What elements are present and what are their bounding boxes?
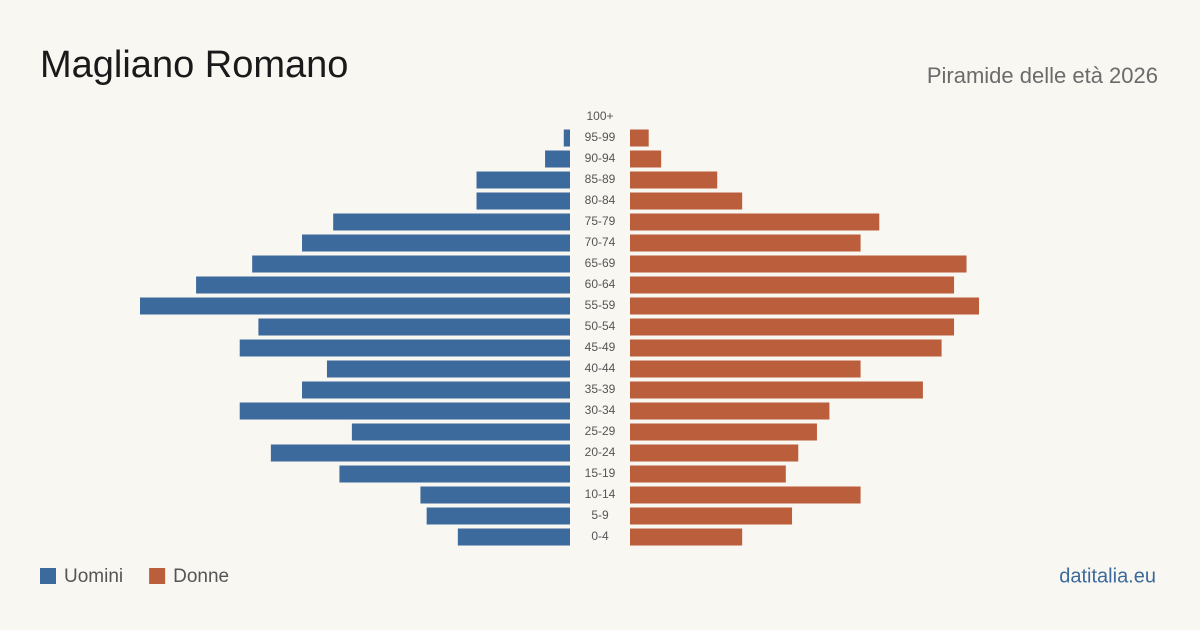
bar <box>630 402 830 420</box>
bar <box>630 423 817 441</box>
age-label: 80-84 <box>585 193 616 207</box>
bar <box>252 255 570 273</box>
legend-swatch <box>149 568 166 584</box>
age-label: 25-29 <box>585 424 616 438</box>
bar <box>630 297 979 315</box>
bar <box>351 423 570 441</box>
age-label: 30-34 <box>585 403 616 417</box>
age-label: 85-89 <box>585 172 616 186</box>
bar <box>302 234 570 252</box>
legend-label: Uomini <box>64 566 123 587</box>
chart-subtitle: Piramide delle età 2026 <box>927 63 1158 88</box>
age-label: 60-64 <box>585 277 616 291</box>
age-label: 10-14 <box>585 487 616 501</box>
bar <box>630 192 743 210</box>
bar <box>302 381 570 399</box>
bar <box>630 129 649 147</box>
legend-label: Donne <box>173 566 229 587</box>
bar <box>258 318 570 336</box>
bar <box>630 444 799 462</box>
age-label: 70-74 <box>585 235 616 249</box>
source: datitalia.eu <box>1059 565 1156 587</box>
bar <box>239 339 570 357</box>
age-label: 0-4 <box>591 529 609 543</box>
bar <box>563 129 570 147</box>
bar <box>630 360 861 378</box>
age-label: 100+ <box>586 109 613 123</box>
bar <box>140 297 570 315</box>
bar <box>270 444 570 462</box>
bar <box>630 255 967 273</box>
age-label: 5-9 <box>591 508 609 522</box>
age-label: 40-44 <box>585 361 616 375</box>
age-label: 95-99 <box>585 130 616 144</box>
age-label: 15-19 <box>585 466 616 480</box>
bar <box>476 192 570 210</box>
bar <box>457 528 570 546</box>
age-label: 75-79 <box>585 214 616 228</box>
bar <box>333 213 570 231</box>
legend-swatch <box>40 568 56 584</box>
bar <box>630 507 793 525</box>
bar <box>426 507 570 525</box>
bar <box>630 150 662 168</box>
bar <box>339 465 570 483</box>
age-label: 65-69 <box>585 256 616 270</box>
bar <box>196 276 570 294</box>
age-label: 90-94 <box>585 151 616 165</box>
bar <box>630 234 861 252</box>
bar <box>630 486 861 504</box>
bar <box>630 276 955 294</box>
bar <box>630 465 786 483</box>
bar <box>630 528 743 546</box>
chart-title: Magliano Romano <box>40 44 348 86</box>
bar <box>630 318 955 336</box>
age-label: 35-39 <box>585 382 616 396</box>
age-label: 55-59 <box>585 298 616 312</box>
bar <box>476 171 570 189</box>
bar <box>630 381 923 399</box>
bar <box>420 486 570 504</box>
bar <box>326 360 570 378</box>
bar <box>239 402 570 420</box>
age-label: 20-24 <box>585 445 616 459</box>
bar <box>545 150 570 168</box>
bar <box>630 339 942 357</box>
age-label: 45-49 <box>585 340 616 354</box>
age-label: 50-54 <box>585 319 616 333</box>
bar <box>630 213 880 231</box>
bar <box>630 171 718 189</box>
